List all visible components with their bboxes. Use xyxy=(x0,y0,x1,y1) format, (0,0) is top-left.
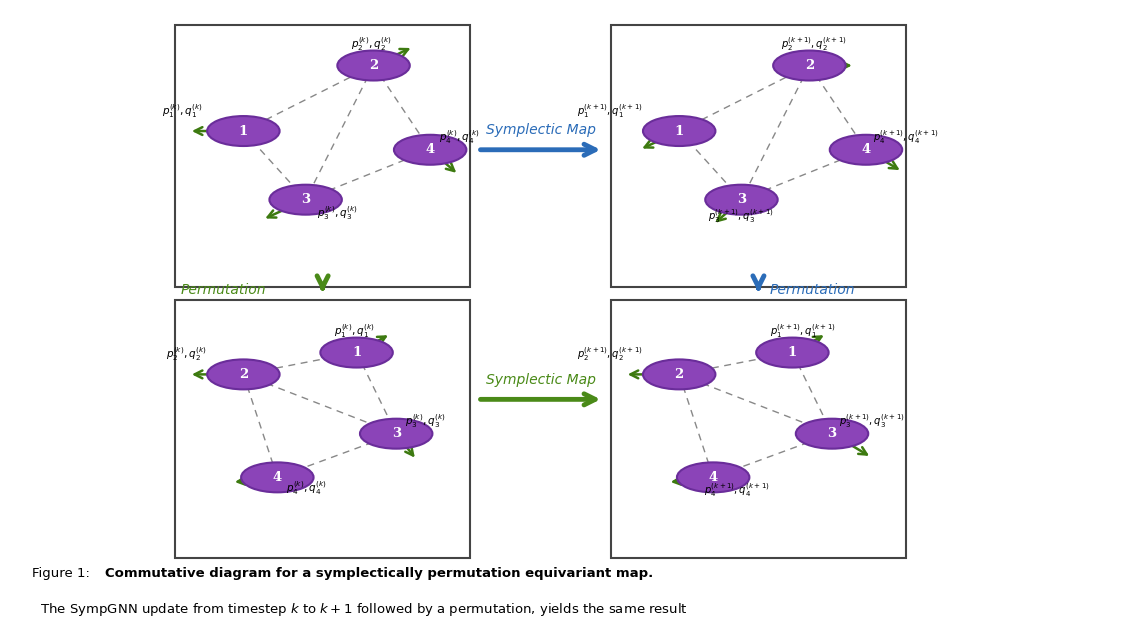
Text: Figure 1:: Figure 1: xyxy=(32,567,94,580)
Ellipse shape xyxy=(773,51,846,80)
Text: 2: 2 xyxy=(805,59,814,72)
Text: 2: 2 xyxy=(239,368,248,381)
Ellipse shape xyxy=(241,462,314,492)
Text: 1: 1 xyxy=(239,125,248,137)
Text: $p_3^{(k)},q_3^{(k)}$: $p_3^{(k)},q_3^{(k)}$ xyxy=(317,203,358,222)
Ellipse shape xyxy=(677,462,749,492)
Bar xyxy=(175,25,470,287)
Text: 4: 4 xyxy=(426,144,435,156)
Ellipse shape xyxy=(643,116,715,146)
Text: $p_4^{(k)},q_4^{(k)}$: $p_4^{(k)},q_4^{(k)}$ xyxy=(439,128,480,146)
Text: 1: 1 xyxy=(675,125,684,137)
Text: $p_2^{(k+1)},q_2^{(k+1)}$: $p_2^{(k+1)},q_2^{(k+1)}$ xyxy=(781,35,847,53)
Ellipse shape xyxy=(705,185,778,215)
Bar xyxy=(611,300,906,558)
Text: $p_1^{(k+1)},q_1^{(k+1)}$: $p_1^{(k+1)},q_1^{(k+1)}$ xyxy=(577,102,643,120)
Text: $p_4^{(k)},q_4^{(k)}$: $p_4^{(k)},q_4^{(k)}$ xyxy=(286,479,327,497)
Text: $p_2^{(k)},q_2^{(k)}$: $p_2^{(k)},q_2^{(k)}$ xyxy=(166,345,207,363)
Ellipse shape xyxy=(320,338,393,368)
Text: 1: 1 xyxy=(788,346,797,359)
Text: 3: 3 xyxy=(737,193,746,206)
Text: $p_1^{(k+1)},q_1^{(k+1)}$: $p_1^{(k+1)},q_1^{(k+1)}$ xyxy=(770,322,835,340)
Text: 3: 3 xyxy=(827,427,837,440)
Text: $p_2^{(k+1)},q_2^{(k+1)}$: $p_2^{(k+1)},q_2^{(k+1)}$ xyxy=(577,345,643,363)
Ellipse shape xyxy=(796,419,868,449)
Text: 3: 3 xyxy=(301,193,310,206)
Text: 1: 1 xyxy=(352,346,361,359)
Text: Symplectic Map: Symplectic Map xyxy=(486,373,597,387)
Text: Permutation: Permutation xyxy=(181,283,267,296)
Bar xyxy=(611,25,906,287)
Ellipse shape xyxy=(269,185,342,215)
Ellipse shape xyxy=(643,359,715,389)
Text: 2: 2 xyxy=(675,368,684,381)
Ellipse shape xyxy=(207,359,280,389)
Text: $p_4^{(k+1)},q_4^{(k+1)}$: $p_4^{(k+1)},q_4^{(k+1)}$ xyxy=(873,128,938,146)
Text: Commutative diagram for a symplectically permutation equivariant map.: Commutative diagram for a symplectically… xyxy=(105,567,653,580)
Text: $p_3^{(k)},q_3^{(k)}$: $p_3^{(k)},q_3^{(k)}$ xyxy=(405,412,446,430)
Text: 4: 4 xyxy=(709,471,718,484)
Ellipse shape xyxy=(394,135,466,165)
Text: The SympGNN update from timestep $k$ to $k+1$ followed by a permutation, yields : The SympGNN update from timestep $k$ to … xyxy=(32,601,687,618)
Text: Permutation: Permutation xyxy=(770,283,856,296)
Text: 3: 3 xyxy=(392,427,401,440)
Text: 2: 2 xyxy=(369,59,378,72)
Text: $p_1^{(k)},q_1^{(k)}$: $p_1^{(k)},q_1^{(k)}$ xyxy=(334,322,375,340)
Text: 4: 4 xyxy=(273,471,282,484)
Ellipse shape xyxy=(207,116,280,146)
Text: $p_1^{(k)},q_1^{(k)}$: $p_1^{(k)},q_1^{(k)}$ xyxy=(162,102,203,120)
Text: $p_2^{(k)},q_2^{(k)}$: $p_2^{(k)},q_2^{(k)}$ xyxy=(351,35,392,53)
Ellipse shape xyxy=(830,135,902,165)
Ellipse shape xyxy=(337,51,410,80)
Text: $p_3^{(k+1)},q_3^{(k+1)}$: $p_3^{(k+1)},q_3^{(k+1)}$ xyxy=(839,412,904,430)
Text: $p_3^{(k+1)},q_3^{(k+1)}$: $p_3^{(k+1)},q_3^{(k+1)}$ xyxy=(708,207,773,225)
Ellipse shape xyxy=(756,338,829,368)
Text: $p_4^{(k+1)},q_4^{(k+1)}$: $p_4^{(k+1)},q_4^{(k+1)}$ xyxy=(704,481,770,499)
Ellipse shape xyxy=(360,419,432,449)
Text: 4: 4 xyxy=(861,144,871,156)
Bar xyxy=(175,300,470,558)
Text: Symplectic Map: Symplectic Map xyxy=(486,124,597,137)
